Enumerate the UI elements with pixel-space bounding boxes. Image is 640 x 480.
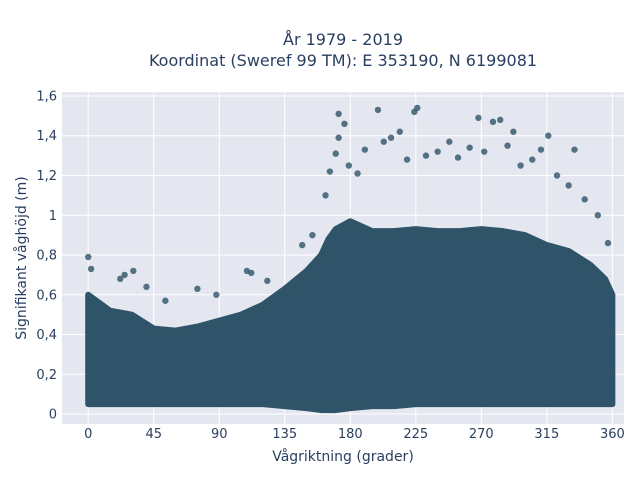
data-band (85, 218, 616, 414)
x-tick-label: 180 (338, 427, 363, 442)
data-point (332, 150, 339, 157)
data-point (403, 156, 411, 163)
x-tick-label: 225 (403, 427, 428, 442)
data-point (335, 110, 342, 118)
y-tick-label: 1,4 (36, 129, 57, 144)
data-point (194, 285, 201, 293)
data-point (361, 146, 369, 153)
data-point (299, 241, 306, 249)
data-point (571, 146, 578, 153)
data-point (121, 271, 128, 279)
x-tick-label: 270 (469, 427, 494, 442)
data-point (604, 239, 612, 247)
data-point (565, 182, 572, 189)
data-point (213, 291, 220, 298)
data-point (345, 162, 353, 169)
data-point (594, 212, 601, 219)
data-point (497, 116, 504, 124)
y-tick-label: 0,8 (36, 249, 57, 264)
data-point (354, 170, 361, 177)
data-point (326, 168, 334, 175)
x-tick-labels: 0 45 90 135 180 225 270 315 360 (84, 427, 625, 442)
y-tick-label: 0,4 (36, 328, 57, 343)
data-point (264, 277, 271, 285)
data-point (504, 142, 511, 149)
data-point (162, 297, 169, 304)
data-point (335, 134, 342, 141)
data-point (446, 138, 453, 145)
data-point (529, 156, 536, 163)
x-tick-label: 90 (211, 427, 228, 442)
y-axis-label: Signifikant våghöjd (m) (13, 176, 30, 339)
data-point (510, 128, 517, 135)
data-point (475, 114, 482, 122)
x-tick-label: 135 (272, 427, 297, 442)
data-point (466, 144, 473, 151)
chart-title-line-2: Koordinat (Sweref 99 TM): E 353190, N 61… (149, 51, 537, 70)
data-point (489, 118, 497, 126)
data-point (581, 196, 588, 203)
data-point (130, 267, 137, 275)
data-point (341, 120, 348, 128)
data-point (434, 148, 441, 155)
dense-point-cloud (85, 218, 616, 414)
data-point (322, 192, 329, 199)
data-point (422, 152, 430, 159)
data-point (87, 265, 95, 273)
y-tick-label: 1,6 (36, 89, 57, 104)
x-tick-label: 0 (84, 427, 92, 442)
data-point (387, 134, 395, 141)
data-point (380, 138, 387, 145)
y-tick-label: 0,6 (36, 288, 57, 303)
y-tick-label: 0,2 (36, 368, 57, 383)
data-point (309, 231, 316, 239)
data-point (117, 275, 124, 283)
data-point (396, 128, 403, 135)
data-point (553, 172, 561, 179)
data-point (545, 132, 552, 139)
data-point (143, 283, 150, 291)
x-tick-label: 360 (600, 427, 625, 442)
chart-title-line-1: År 1979 - 2019 (283, 30, 403, 49)
y-tick-labels: 0 0,2 0,4 0,6 0,8 1 1,2 1,4 1,6 (36, 89, 57, 422)
data-point (517, 162, 524, 169)
data-point (414, 104, 421, 112)
data-points (85, 104, 612, 304)
data-point (481, 148, 488, 155)
x-tick-label: 45 (145, 427, 162, 442)
data-point (85, 253, 92, 261)
x-tick-label: 315 (534, 427, 559, 442)
y-tick-label: 1,2 (36, 169, 57, 184)
y-tick-label: 1 (49, 209, 57, 224)
data-point (454, 154, 462, 161)
data-point (374, 106, 382, 114)
data-point (248, 269, 255, 277)
y-tick-label: 0 (49, 408, 57, 423)
x-axis-label: Vågriktning (grader) (272, 448, 414, 465)
data-point (537, 146, 545, 153)
